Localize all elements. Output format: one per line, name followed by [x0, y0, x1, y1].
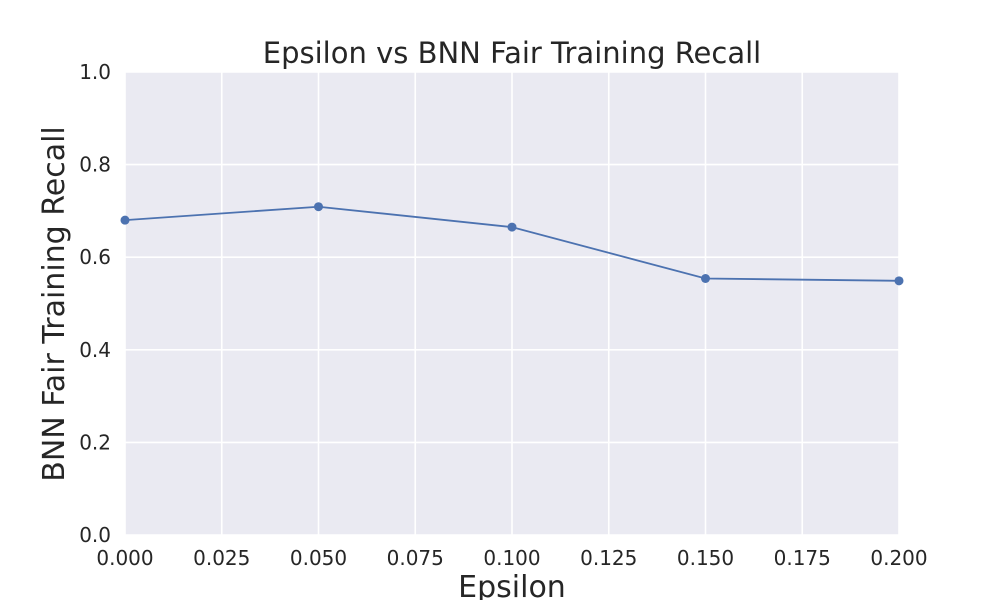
x-tick-label: 0.125	[580, 546, 637, 570]
x-axis-label: Epsilon	[458, 570, 566, 600]
y-tick-label: 1.0	[79, 60, 111, 84]
y-tick-label: 0.8	[79, 153, 111, 177]
data-point	[701, 273, 710, 283]
y-tick-label: 0.0	[79, 523, 111, 547]
x-tick-label: 0.050	[290, 546, 347, 570]
series-layer	[120, 202, 904, 286]
data-point	[894, 276, 904, 286]
data-point	[507, 222, 517, 232]
x-tick-label: 0.100	[483, 546, 540, 570]
tick-labels: 0.000 0.025 0.050 0.075 0.100 0.125 0.150 0.175…	[79, 60, 927, 570]
chart-title: Epsilon vs BNN Fair Training Recall	[263, 36, 761, 70]
x-tick-label: 0.150	[677, 546, 734, 570]
y-tick-label: 0.2	[79, 430, 111, 454]
x-tick-label: 0.175	[774, 546, 831, 570]
y-tick-label: 0.4	[79, 338, 111, 362]
data-point	[314, 202, 323, 212]
y-tick-label: 0.6	[79, 245, 111, 269]
x-tick-label: 0.075	[387, 546, 444, 570]
data-point	[120, 215, 130, 225]
x-tick-label: 0.025	[193, 546, 250, 570]
x-tick-label: 0.000	[96, 546, 153, 570]
grid-lines	[124, 71, 900, 536]
y-axis-label: BNN Fair Training Recall	[37, 126, 72, 482]
x-tick-label: 0.200	[870, 546, 927, 570]
